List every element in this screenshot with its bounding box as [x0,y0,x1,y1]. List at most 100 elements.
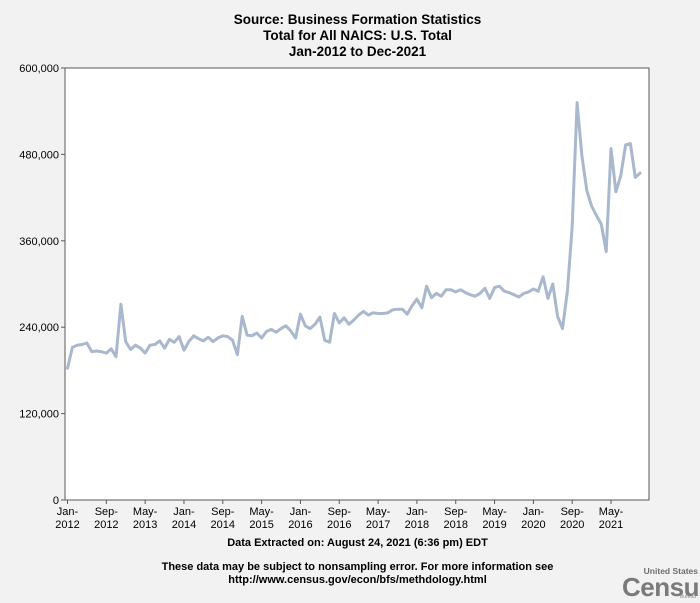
data-point[interactable] [308,327,312,330]
data-point[interactable] [265,330,268,333]
data-point[interactable] [270,328,273,331]
data-point[interactable] [381,312,385,315]
data-point[interactable] [444,288,448,291]
data-point[interactable] [284,324,288,327]
data-point[interactable] [614,190,618,194]
data-point[interactable] [537,290,540,293]
data-point[interactable] [260,336,263,340]
data-point[interactable] [425,284,428,288]
data-point[interactable] [483,287,487,290]
data-point[interactable] [512,293,516,296]
data-point[interactable] [207,336,210,339]
data-point[interactable] [507,291,511,294]
data-point[interactable] [221,334,224,338]
data-point[interactable] [279,327,283,330]
data-point[interactable] [527,290,530,294]
data-point[interactable] [551,282,554,286]
data-point[interactable] [289,329,292,332]
data-point[interactable] [609,147,613,150]
data-point[interactable] [619,174,622,178]
data-point[interactable] [590,205,593,208]
data-point[interactable] [197,337,200,340]
data-point[interactable] [216,336,220,340]
data-point[interactable] [638,171,642,175]
data-point[interactable] [245,333,249,337]
data-point[interactable] [406,313,409,316]
data-point[interactable] [76,344,79,347]
data-point[interactable] [435,292,438,295]
data-point[interactable] [386,311,389,314]
data-point[interactable] [595,214,598,217]
data-point[interactable] [415,297,419,301]
data-point[interactable] [459,288,462,291]
data-point[interactable] [105,351,108,355]
data-point[interactable] [211,340,215,343]
data-point[interactable] [231,338,234,342]
data-point[interactable] [294,336,297,340]
data-point[interactable] [401,308,404,311]
data-point[interactable] [478,292,482,295]
data-point[interactable] [313,323,317,326]
data-point[interactable] [187,340,191,343]
data-point[interactable] [333,312,336,315]
data-point[interactable] [153,343,157,346]
data-point[interactable] [624,143,627,147]
data-point[interactable] [114,355,118,358]
data-point[interactable] [629,142,632,145]
data-point[interactable] [566,290,569,293]
data-point[interactable] [575,101,579,104]
data-point[interactable] [532,287,535,291]
data-point[interactable] [139,346,142,350]
data-point[interactable] [109,347,113,350]
data-point[interactable] [66,367,69,370]
data-point[interactable] [124,340,127,343]
data-point[interactable] [129,348,132,351]
data-point[interactable] [80,343,84,346]
data-point[interactable] [522,292,525,295]
data-point[interactable] [85,341,89,345]
data-point[interactable] [410,304,414,307]
data-point[interactable] [90,350,93,353]
data-point[interactable] [454,290,457,294]
data-point[interactable] [469,293,472,296]
data-point[interactable] [328,341,331,344]
data-point[interactable] [342,316,346,320]
data-point[interactable] [255,331,258,335]
data-point[interactable] [274,331,278,334]
data-point[interactable] [503,290,506,293]
data-point[interactable] [604,250,608,253]
data-point[interactable] [449,288,453,291]
data-point[interactable] [546,297,550,300]
data-point[interactable] [168,338,171,341]
data-point[interactable] [226,335,229,338]
data-point[interactable] [119,302,123,306]
data-point[interactable] [585,189,588,192]
data-point[interactable] [357,313,360,317]
data-point[interactable] [352,318,356,322]
data-point[interactable] [362,310,365,313]
data-point[interactable] [430,296,433,299]
data-point[interactable] [182,349,186,352]
data-point[interactable] [600,223,603,226]
data-point[interactable] [158,339,161,343]
data-point[interactable] [250,334,254,338]
data-point[interactable] [372,311,375,314]
data-point[interactable] [95,349,98,353]
data-point[interactable] [71,346,74,349]
data-point[interactable] [396,308,399,311]
data-point[interactable] [439,295,443,298]
data-point[interactable] [192,334,195,338]
data-point[interactable] [148,344,152,347]
data-point[interactable] [236,353,239,356]
data-point[interactable] [634,176,637,179]
data-point[interactable] [202,339,205,343]
data-point[interactable] [241,315,244,318]
data-point[interactable] [318,315,322,319]
methodology-url[interactable]: http://www.census.gov/econ/bfs/methdolog… [228,574,487,586]
data-point[interactable] [488,297,491,300]
data-point[interactable] [464,291,467,294]
data-point[interactable] [571,225,574,228]
data-point[interactable] [100,350,103,353]
data-point[interactable] [517,295,521,299]
data-point[interactable] [143,351,147,355]
